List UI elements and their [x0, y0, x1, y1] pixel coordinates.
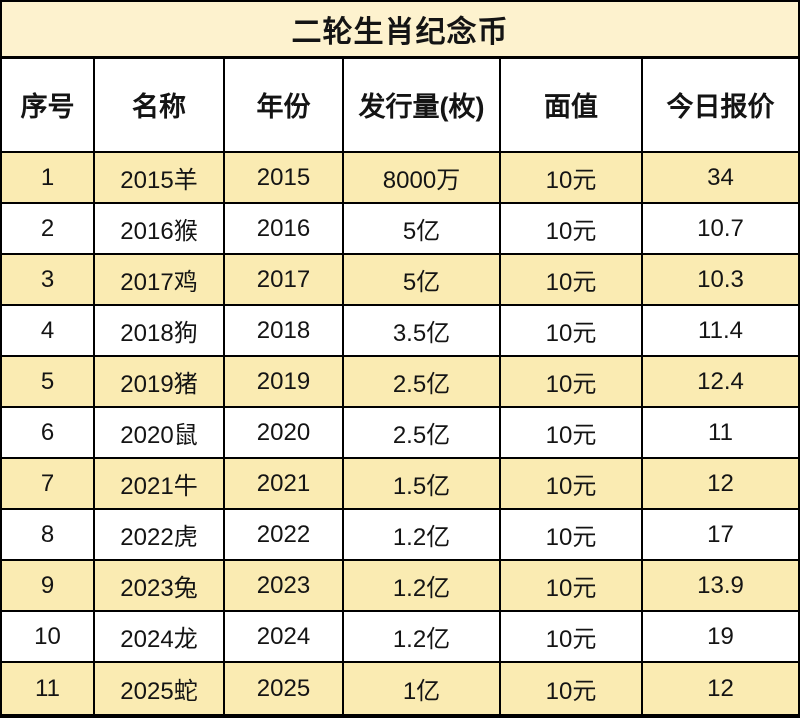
cell-face-value: 10元 [501, 510, 643, 561]
cell-face-value: 10元 [501, 408, 643, 459]
table-row: 10 2024龙 2024 1.2亿 10元 19 [2, 612, 798, 663]
cell-face-value: 10元 [501, 561, 643, 612]
cell-index: 4 [2, 306, 95, 357]
cell-name: 2024龙 [95, 612, 225, 663]
cell-index: 7 [2, 459, 95, 510]
cell-quote: 10.7 [643, 204, 798, 255]
cell-index: 5 [2, 357, 95, 408]
table-row: 8 2022虎 2022 1.2亿 10元 17 [2, 510, 798, 561]
cell-year: 2023 [225, 561, 344, 612]
table-body: 1 2015羊 2015 8000万 10元 34 2 2016猴 2016 5亿 10元 10.7 3… [2, 153, 798, 714]
cell-face-value: 10元 [501, 459, 643, 510]
cell-mintage: 1.2亿 [344, 561, 501, 612]
cell-mintage: 2.5亿 [344, 408, 501, 459]
cell-face-value: 10元 [501, 357, 643, 408]
header-cell-quote: 今日报价 [643, 59, 798, 153]
cell-face-value: 10元 [501, 612, 643, 663]
header-cell-name: 名称 [95, 58, 225, 153]
cell-name: 2016猴 [95, 204, 225, 255]
header-cell-face-value: 面值 [501, 58, 643, 153]
table-header-row: 序号 名称 年份 发行量(枚) 面值 今日报价 [2, 58, 798, 153]
cell-index: 1 [2, 153, 95, 204]
table-title: 二轮生肖纪念币 [2, 2, 798, 59]
table-row: 9 2023兔 2023 1.2亿 10元 13.9 [2, 561, 798, 612]
cell-name: 2025蛇 [95, 663, 225, 714]
cell-face-value: 10元 [501, 306, 643, 357]
cell-mintage: 8000万 [344, 153, 501, 204]
cell-index: 2 [2, 204, 95, 255]
table-row: 6 2020鼠 2020 2.5亿 10元 11 [2, 408, 798, 459]
header-cell-year: 年份 [225, 58, 344, 153]
cell-quote: 12.4 [643, 357, 798, 408]
cell-quote: 12 [643, 459, 798, 510]
cell-year: 2025 [225, 663, 344, 714]
cell-year: 2016 [225, 204, 344, 255]
cell-face-value: 10元 [501, 663, 643, 714]
cell-name: 2019猪 [95, 357, 225, 408]
cell-quote: 11.4 [643, 306, 798, 357]
cell-index: 9 [2, 561, 95, 612]
cell-year: 2015 [225, 153, 344, 204]
cell-year: 2024 [225, 612, 344, 663]
cell-quote: 10.3 [643, 255, 798, 306]
cell-quote: 11 [643, 408, 798, 459]
cell-mintage: 3.5亿 [344, 306, 501, 357]
cell-mintage: 1.5亿 [344, 459, 501, 510]
cell-quote: 19 [643, 612, 798, 663]
table-row: 5 2019猪 2019 2.5亿 10元 12.4 [2, 357, 798, 408]
header-cell-mintage: 发行量(枚) [344, 58, 501, 153]
cell-name: 2015羊 [95, 153, 225, 204]
cell-quote: 13.9 [643, 561, 798, 612]
cell-name: 2022虎 [95, 510, 225, 561]
cell-year: 2020 [225, 408, 344, 459]
cell-quote: 12 [707, 674, 734, 702]
cell-name: 2023兔 [95, 561, 225, 612]
cell-index: 3 [2, 255, 95, 306]
cell-mintage: 2.5亿 [344, 357, 501, 408]
cell-mintage: 1.2亿 [344, 510, 501, 561]
cell-name: 2021牛 [95, 459, 225, 510]
cell-index: 8 [2, 510, 95, 561]
table-row: 2 2016猴 2016 5亿 10元 10.7 [2, 204, 798, 255]
cell-quote: 17 [643, 510, 798, 561]
cell-index: 11 [2, 663, 95, 714]
cell-mintage: 5亿 [344, 204, 501, 255]
cell-year: 2017 [225, 255, 344, 306]
cell-quote: 34 [643, 153, 798, 204]
cell-year: 2019 [225, 357, 344, 408]
cell-year: 2022 [225, 510, 344, 561]
cell-name: 2017鸡 [95, 255, 225, 306]
cell-face-value: 10元 [501, 153, 643, 204]
cell-name: 2018狗 [95, 306, 225, 357]
cell-mintage: 1亿 [344, 663, 501, 714]
table-row: 7 2021牛 2021 1.5亿 10元 12 [2, 459, 798, 510]
cell-year: 2018 [225, 306, 344, 357]
table-row: 3 2017鸡 2017 5亿 10元 10.3 [2, 255, 798, 306]
cell-year: 2021 [225, 459, 344, 510]
table-row: 4 2018狗 2018 3.5亿 10元 11.4 [2, 306, 798, 357]
cell-index: 6 [2, 408, 95, 459]
cell-index: 10 [2, 612, 95, 663]
table-row: 1 2015羊 2015 8000万 10元 34 [2, 153, 798, 204]
cell-face-value: 10元 [501, 255, 643, 306]
cell-name: 2020鼠 [95, 408, 225, 459]
cell-mintage: 1.2亿 [344, 612, 501, 663]
cell-mintage: 5亿 [344, 255, 501, 306]
cell-face-value: 10元 [501, 204, 643, 255]
table-row: 11 2025蛇 2025 1亿 10元 12 [2, 663, 798, 714]
header-cell-index: 序号 [2, 58, 95, 153]
